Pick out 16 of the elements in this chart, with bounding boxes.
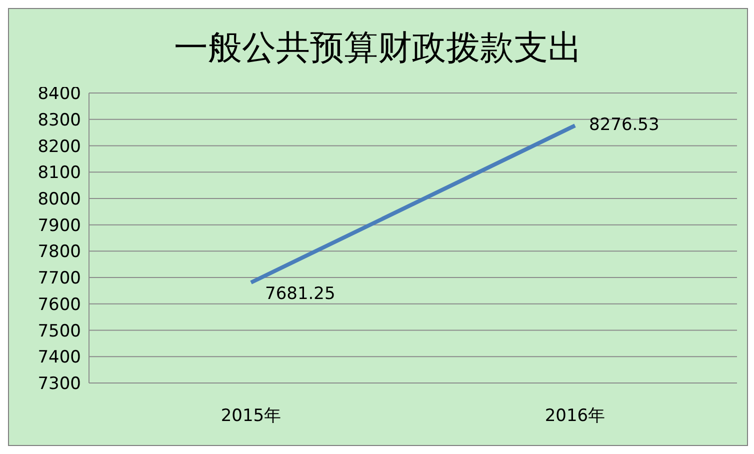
y-tick-label: 7700 (38, 268, 81, 289)
y-tick-label: 7500 (38, 321, 81, 342)
data-label: 8276.53 (589, 115, 660, 136)
y-tick-label: 8200 (38, 136, 81, 157)
y-tick-label: 7900 (38, 216, 81, 236)
data-label: 7681.25 (265, 284, 336, 304)
y-tick-label: 7300 (38, 374, 81, 394)
x-tick-label: 2015年 (220, 406, 282, 426)
x-tick-label: 2016年 (544, 406, 606, 426)
y-tick-label: 8000 (38, 189, 81, 210)
y-tick-label: 7800 (38, 242, 81, 262)
y-tick-label: 7400 (38, 348, 81, 368)
y-tick-label: 8300 (38, 110, 81, 130)
y-tick-label: 7600 (38, 294, 81, 315)
y-tick-label: 8100 (38, 163, 81, 184)
chart-title: 一般公共预算财政拨款支出 (174, 28, 582, 68)
